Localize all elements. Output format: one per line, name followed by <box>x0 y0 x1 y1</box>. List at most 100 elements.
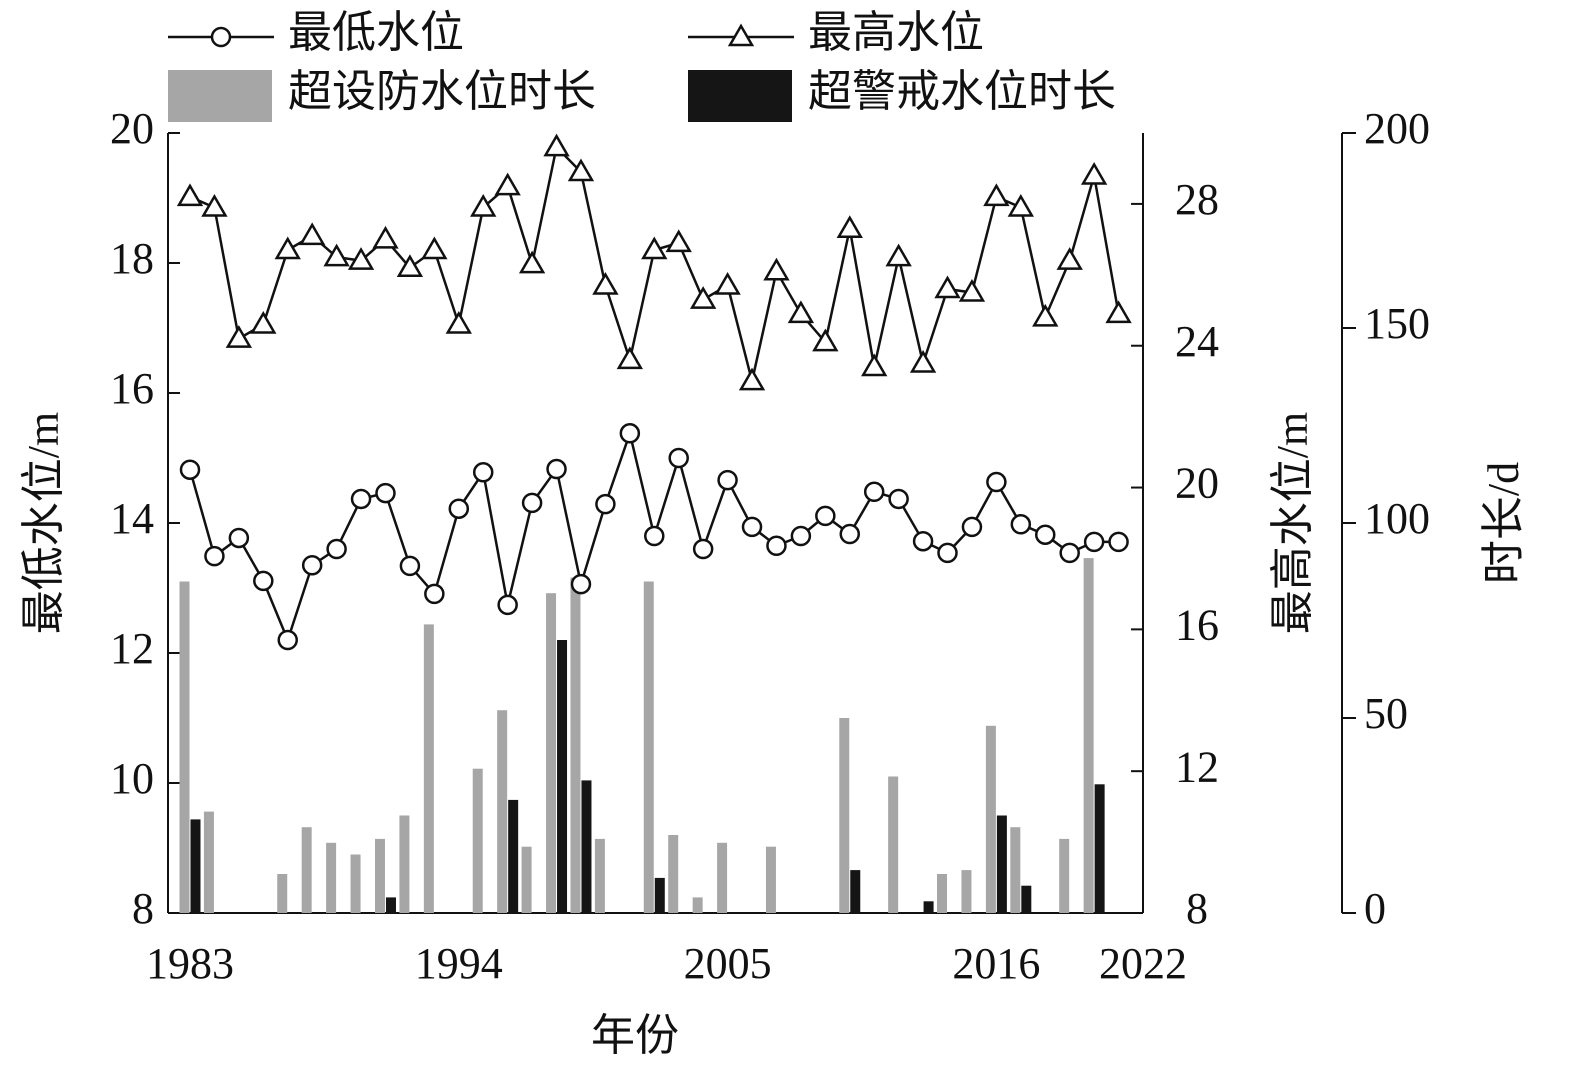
marker <box>738 367 766 391</box>
marker <box>689 286 717 309</box>
bar <box>1094 784 1105 913</box>
marker <box>179 459 201 480</box>
bar <box>937 874 948 913</box>
marker <box>592 271 619 295</box>
bar <box>1010 827 1021 913</box>
marker <box>595 493 616 515</box>
marker <box>885 243 912 267</box>
marker <box>961 516 983 538</box>
y2-axis-title: 最高水位/m <box>1268 412 1317 634</box>
marker <box>350 488 372 510</box>
marker <box>619 423 641 444</box>
bar <box>301 827 312 913</box>
y2-tick-label: 16 <box>1175 600 1219 649</box>
marker <box>176 183 204 207</box>
bar <box>385 897 396 913</box>
marker <box>470 193 497 217</box>
bar <box>179 581 190 913</box>
x-tick-label: 2016 <box>952 939 1040 988</box>
marker <box>375 482 396 504</box>
bar <box>521 846 532 913</box>
marker <box>570 573 592 595</box>
y3-tick-label: 150 <box>1364 299 1430 348</box>
marker <box>543 133 570 157</box>
x-tick-label: 2022 <box>1099 939 1187 988</box>
y2-tick-label: 8 <box>1186 884 1208 933</box>
bar <box>668 835 679 913</box>
marker <box>521 492 543 514</box>
marker <box>445 310 472 334</box>
bar <box>839 718 850 913</box>
marker <box>448 498 470 519</box>
marker <box>326 538 347 560</box>
marker <box>909 349 937 373</box>
bar <box>717 842 728 913</box>
marker <box>717 469 738 491</box>
bar <box>1021 885 1032 913</box>
legend-swatch <box>688 70 792 122</box>
marker <box>787 300 815 324</box>
bar <box>996 815 1007 913</box>
bar <box>508 799 519 913</box>
marker <box>983 183 1010 207</box>
x-tick-label: 1983 <box>146 939 234 988</box>
marker <box>815 505 836 527</box>
y-tick-label: 10 <box>110 754 154 803</box>
marker <box>692 538 714 560</box>
marker <box>912 530 934 552</box>
marker <box>1108 531 1129 553</box>
y3-tick-label: 0 <box>1364 884 1386 933</box>
marker <box>396 254 424 277</box>
marker <box>253 570 274 592</box>
legend-marker <box>727 23 755 47</box>
marker <box>228 527 250 549</box>
marker <box>1010 514 1032 535</box>
marker <box>1083 531 1105 553</box>
marker <box>641 236 668 260</box>
y2-tick-label: 12 <box>1175 742 1219 791</box>
y2-tick-label: 24 <box>1175 317 1219 366</box>
marker <box>766 535 787 556</box>
marker <box>518 250 546 274</box>
legend-swatch <box>168 70 272 122</box>
y3-axis-title: 时长/d <box>1479 462 1528 584</box>
marker <box>225 325 253 348</box>
bar <box>203 811 214 913</box>
marker <box>277 629 298 651</box>
bar <box>277 874 288 913</box>
y-tick-label: 14 <box>110 494 154 543</box>
marker <box>665 229 692 253</box>
y2-tick-label: 28 <box>1175 175 1219 224</box>
bar <box>923 901 934 913</box>
bar <box>399 815 410 913</box>
marker <box>839 523 861 545</box>
bar <box>1059 838 1070 913</box>
y-tick-label: 8 <box>132 884 154 933</box>
marker <box>1059 542 1080 564</box>
y3-tick-label: 100 <box>1364 494 1430 543</box>
marker <box>1105 300 1132 324</box>
y-tick-label: 20 <box>110 104 154 153</box>
marker <box>861 353 888 377</box>
marker <box>937 542 958 564</box>
bar <box>1083 558 1094 913</box>
marker <box>763 257 790 281</box>
bar <box>643 581 654 913</box>
bar <box>423 624 434 913</box>
marker <box>204 545 225 567</box>
marker <box>1056 247 1083 270</box>
marker <box>741 516 763 538</box>
marker <box>421 236 448 260</box>
marker <box>201 193 228 217</box>
bar <box>326 842 337 913</box>
y-tick-label: 12 <box>110 624 154 673</box>
bar <box>985 725 996 913</box>
marker <box>299 222 326 246</box>
bar <box>546 593 557 913</box>
marker <box>714 271 741 295</box>
marker <box>934 275 961 299</box>
marker <box>644 525 665 547</box>
y-axis-title: 最低水位/m <box>19 412 68 634</box>
bar <box>374 838 385 913</box>
marker <box>301 555 323 576</box>
